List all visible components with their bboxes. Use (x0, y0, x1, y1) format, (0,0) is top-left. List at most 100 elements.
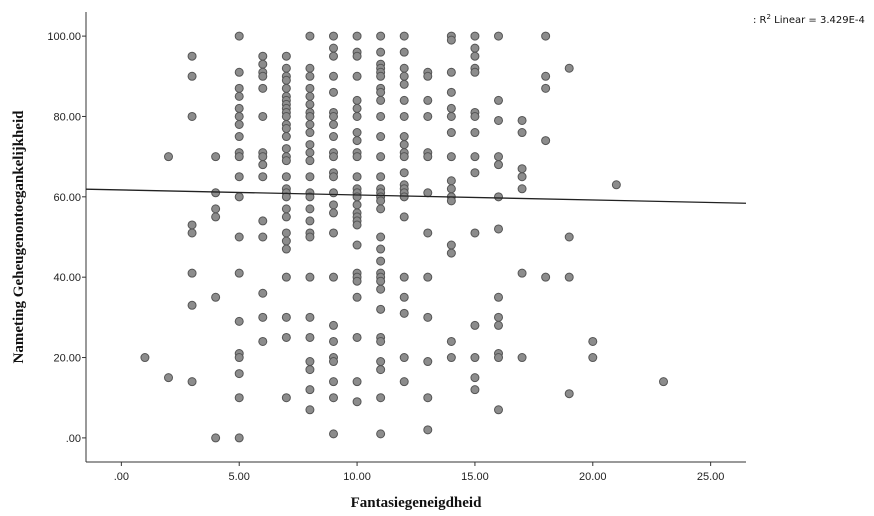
data-point (352, 192, 362, 202)
data-point (234, 268, 244, 278)
data-point (494, 224, 503, 234)
data-point (376, 111, 386, 121)
data-point (258, 232, 268, 242)
data-point (234, 132, 244, 142)
data-point (376, 95, 386, 105)
data-point (281, 63, 291, 73)
y-tick-label: 80.00 (53, 111, 81, 123)
data-point (305, 365, 315, 375)
data-point (564, 232, 574, 242)
data-point (281, 236, 291, 246)
data-point (329, 172, 338, 182)
data-point (140, 353, 150, 363)
data-point (352, 136, 362, 146)
data-point (305, 156, 315, 166)
data-point (352, 172, 362, 182)
data-point (211, 204, 221, 214)
y-axis-title: Nameting Geheugenontoegankelijkheid (11, 110, 27, 364)
data-point (352, 397, 362, 407)
data-point (305, 99, 315, 109)
data-point (376, 172, 386, 182)
plot-area: .00 5.00 10.00 15.00 20.00 25.00 .00 20.00 40.0… (47, 12, 747, 483)
data-point (446, 87, 456, 97)
data-point (352, 71, 362, 81)
data-point (305, 111, 315, 121)
data-point (234, 393, 244, 403)
data-point (281, 132, 291, 142)
data-point (352, 152, 362, 162)
data-point (541, 272, 551, 282)
data-point (305, 71, 315, 81)
data-point (281, 204, 291, 214)
data-point (164, 152, 173, 162)
x-axis-ticks: .00 5.00 10.00 15.00 20.00 25.00 (114, 462, 724, 483)
data-point (494, 31, 503, 41)
data-point (329, 357, 338, 367)
data-point (305, 312, 315, 322)
data-point (258, 111, 268, 121)
data-point (281, 228, 291, 238)
data-point (352, 292, 362, 302)
data-point (376, 232, 386, 242)
data-point (258, 172, 268, 182)
data-point (281, 124, 291, 134)
data-point (470, 373, 480, 383)
data-point (234, 91, 244, 101)
data-point (376, 244, 386, 254)
data-point (541, 71, 551, 81)
data-point (187, 220, 197, 230)
data-point (258, 312, 268, 322)
data-point (352, 111, 362, 121)
data-point (352, 276, 362, 286)
data-point (305, 172, 315, 182)
y-tick-label: 60.00 (53, 192, 81, 204)
data-point (564, 272, 574, 282)
data-point (258, 288, 268, 298)
data-point (329, 377, 338, 387)
data-point (376, 429, 386, 439)
data-point (329, 120, 338, 129)
data-point (305, 232, 315, 242)
data-point (187, 111, 197, 121)
data-point (423, 111, 433, 121)
data-point (423, 272, 433, 282)
data-point (258, 83, 268, 93)
data-point (352, 95, 362, 105)
x-tick-label: 10.00 (343, 471, 371, 483)
data-point (446, 336, 456, 346)
data-point (352, 240, 362, 250)
data-point (376, 357, 386, 367)
data-point (329, 429, 338, 439)
data-point (329, 31, 338, 41)
data-point (305, 385, 315, 395)
data-point (376, 132, 386, 142)
data-point (258, 51, 268, 61)
data-point (446, 103, 456, 113)
data-point (399, 377, 409, 387)
data-point (399, 95, 409, 105)
data-point (423, 95, 433, 105)
data-point (211, 292, 221, 302)
fit-line (85, 188, 747, 204)
legend-prefix: : R (753, 15, 767, 26)
data-point (659, 377, 668, 387)
data-point (494, 192, 503, 202)
data-point (470, 320, 480, 330)
data-point (423, 312, 433, 322)
data-point (470, 51, 480, 61)
data-point (305, 192, 315, 202)
data-point (399, 272, 409, 282)
data-point (470, 353, 480, 363)
data-point (399, 47, 409, 57)
data-point (234, 152, 244, 162)
data-point (281, 144, 291, 154)
data-point (376, 276, 386, 286)
data-point (376, 196, 386, 206)
data-point (376, 87, 386, 97)
data-point (446, 176, 456, 186)
data-point (376, 31, 386, 41)
data-point (234, 120, 244, 129)
data-point (446, 152, 456, 162)
legend-suffix: Linear = 3.429E-4 (771, 15, 865, 26)
data-point (399, 63, 409, 73)
